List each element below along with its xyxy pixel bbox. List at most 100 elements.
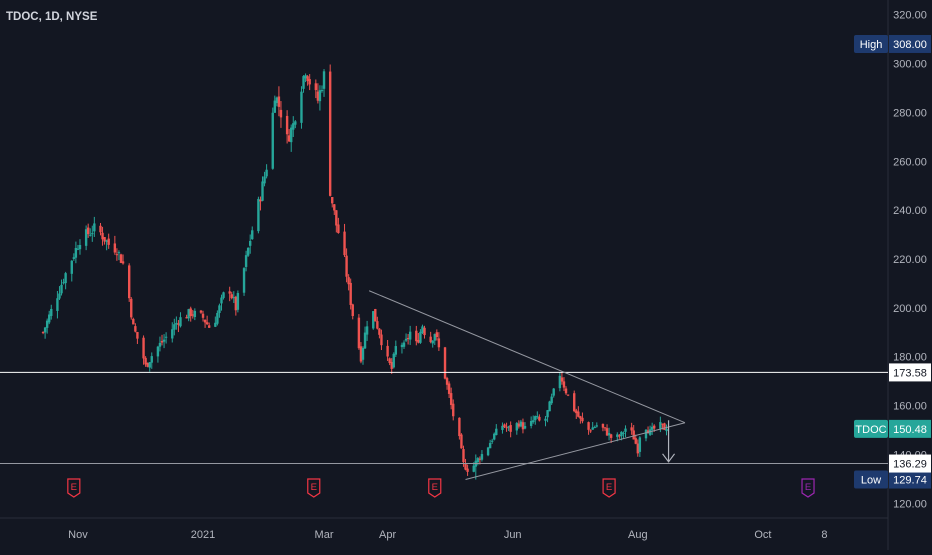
candle-body	[480, 454, 484, 460]
candle-body	[573, 393, 576, 412]
candle-body	[609, 434, 613, 438]
candle-body	[560, 377, 564, 382]
price-tick-label: 320.00	[893, 10, 927, 22]
candle-body	[287, 135, 291, 142]
candle-body	[302, 76, 305, 89]
candle-body	[460, 434, 463, 449]
candle-body	[144, 357, 147, 365]
candle-body	[501, 425, 504, 430]
earnings-marker[interactable]: E	[428, 478, 442, 498]
price-tick-label: 220.00	[893, 254, 927, 266]
candle-body	[265, 169, 268, 177]
earnings-marker[interactable]: E	[307, 478, 321, 498]
candle-body	[581, 417, 584, 422]
candle-body	[665, 428, 668, 432]
candle-body	[663, 423, 666, 430]
time-tick-label: Apr	[379, 529, 396, 541]
candle-body	[89, 234, 92, 236]
price-tick-label: 280.00	[893, 107, 927, 119]
candle-body	[261, 181, 264, 201]
candle-body	[220, 297, 223, 304]
candle-body	[507, 426, 510, 428]
candle-body	[601, 423, 605, 428]
candle-body	[349, 282, 352, 305]
candle-body	[314, 83, 318, 91]
price-labels: High 308.00 TDOC 150.48 Low 129.74 173.58 136.2…	[854, 34, 931, 489]
candle-body	[177, 323, 180, 325]
trendline[interactable]	[465, 422, 686, 481]
time-axis[interactable]: Nov 2021 Mar Apr Jun Aug Oct 8	[0, 517, 888, 541]
candle-body	[115, 254, 119, 256]
projection-arrow-head	[662, 453, 676, 463]
candle-body	[505, 427, 508, 429]
low-label-value-box	[889, 470, 931, 489]
candle-body	[402, 342, 406, 347]
time-tick-label: Aug	[628, 529, 648, 541]
candle-body	[185, 317, 188, 319]
candle-body	[458, 417, 461, 437]
candle-body	[361, 347, 365, 360]
candle-body	[345, 255, 348, 277]
low-label-tag: Low	[861, 475, 881, 487]
hline-label-box	[889, 363, 931, 382]
candle-body	[392, 353, 395, 368]
candle-body	[335, 210, 338, 226]
earnings-marker-shape	[602, 478, 616, 498]
candle-body	[246, 247, 250, 256]
candle-body	[558, 375, 562, 389]
candle-body	[244, 255, 248, 267]
candle-body	[661, 423, 664, 425]
price-tick-label: 260.00	[893, 156, 927, 168]
candle-body	[653, 425, 656, 429]
high-label-value: 308.00	[893, 39, 927, 51]
candle-body	[390, 361, 393, 369]
candle-body	[101, 232, 104, 240]
candle-body	[607, 433, 611, 436]
candle-body	[534, 416, 537, 421]
earnings-marker[interactable]: E	[67, 478, 81, 498]
candle-body	[519, 421, 523, 427]
candle-body	[523, 426, 527, 429]
candle-body	[322, 71, 326, 89]
candle-body	[624, 428, 627, 432]
candle-body	[536, 416, 539, 418]
candle-body	[575, 410, 578, 414]
candle-body	[515, 423, 519, 431]
candle-body	[374, 309, 377, 322]
candle-body	[93, 223, 96, 232]
candle-body	[105, 240, 108, 242]
candle-body	[544, 418, 547, 421]
trendline[interactable]	[368, 290, 686, 424]
current-price-label-tag-box	[854, 419, 888, 438]
candle-body	[72, 257, 76, 259]
candle-body	[259, 199, 262, 202]
time-tick-label: 2021	[191, 529, 215, 541]
candle-body	[99, 225, 102, 233]
candle-body	[203, 319, 207, 323]
candle-body	[538, 416, 541, 421]
candle-body	[495, 428, 498, 436]
candle-body	[618, 435, 621, 437]
candle-body	[579, 416, 582, 419]
candle-body	[43, 327, 47, 333]
candle-body	[76, 248, 80, 250]
candle-body	[222, 292, 225, 298]
candle-body	[64, 273, 67, 284]
candle-body	[318, 90, 322, 102]
candle-body	[70, 260, 73, 274]
earnings-marker-shape	[67, 478, 81, 498]
candle-body	[452, 403, 455, 417]
candle-body	[472, 465, 475, 472]
candle-body	[275, 97, 279, 104]
candle-body	[630, 427, 633, 431]
earnings-marker[interactable]: E	[602, 478, 616, 498]
candle-body	[292, 123, 295, 130]
candle-body	[320, 90, 324, 92]
candle-body	[207, 325, 211, 328]
earnings-marker[interactable]: E	[801, 478, 815, 498]
candle-body	[136, 331, 139, 339]
candle-body	[199, 310, 203, 313]
candle-body	[277, 96, 281, 107]
high-label-value-box	[889, 34, 931, 53]
